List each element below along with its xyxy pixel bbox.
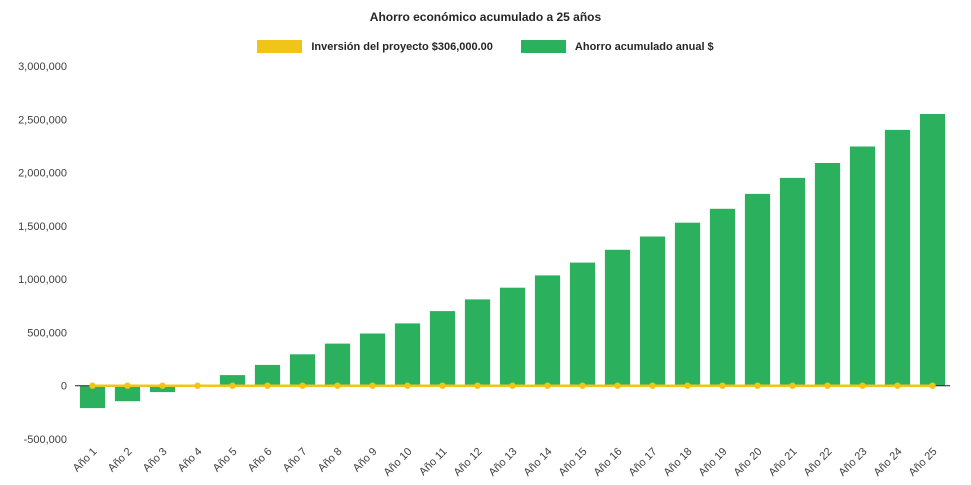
legend-swatch-inversion	[257, 40, 303, 53]
investment-line-marker	[89, 382, 96, 389]
investment-line-marker	[719, 382, 726, 389]
legend-item-inversion: Inversión del proyecto $306,000.00	[257, 40, 493, 53]
x-tick-label: Año 21	[766, 446, 799, 479]
bar-año-7	[289, 354, 316, 386]
investment-line-marker	[544, 382, 551, 389]
x-tick-label: Año 2	[106, 446, 135, 475]
investment-line-marker	[894, 382, 901, 389]
y-tick-label: 3,000,000	[18, 61, 67, 73]
bar-año-5	[219, 375, 246, 386]
legend: Inversión del proyecto $306,000.00 Ahorr…	[0, 40, 971, 53]
bar-año-17	[639, 236, 666, 386]
investment-line-marker	[579, 382, 586, 389]
investment-line-marker	[404, 382, 411, 389]
investment-line-marker	[614, 382, 621, 389]
investment-line-marker	[194, 382, 201, 389]
x-tick-label: Año 12	[451, 446, 484, 479]
investment-line-marker	[789, 382, 796, 389]
x-tick-label: Año 15	[556, 446, 589, 479]
bar-año-1	[79, 385, 106, 409]
bar-año-10	[394, 323, 421, 386]
investment-line-marker	[859, 382, 866, 389]
bar-año-15	[569, 262, 596, 386]
bar-año-8	[324, 343, 351, 386]
x-tick-label: Año 5	[211, 446, 240, 475]
bar-año-13	[499, 287, 526, 386]
investment-line-marker	[509, 382, 516, 389]
investment-line-marker	[684, 382, 691, 389]
bar-año-19	[709, 208, 736, 386]
y-tick-label: 1,000,000	[18, 274, 67, 286]
bar-año-11	[429, 311, 456, 386]
y-tick-label: -500,000	[24, 434, 67, 446]
legend-label-ahorro: Ahorro acumulado anual $	[574, 40, 714, 53]
bar-año-23	[849, 146, 876, 386]
x-tick-label: Año 22	[801, 446, 834, 479]
x-tick-label: Año 20	[731, 446, 764, 479]
legend-swatch-ahorro	[520, 40, 566, 53]
x-tick-label: Año 18	[661, 446, 694, 479]
legend-item-ahorro: Ahorro acumulado anual $	[520, 40, 714, 53]
investment-line-marker	[124, 382, 131, 389]
x-tick-label: Año 6	[246, 446, 275, 475]
investment-line-marker	[264, 382, 271, 389]
investment-line-marker	[299, 382, 306, 389]
bar-año-2	[114, 385, 141, 402]
investment-line-marker	[229, 382, 236, 389]
x-tick-label: Año 24	[871, 446, 904, 479]
bar-año-6	[254, 364, 281, 386]
x-tick-label: Año 14	[521, 446, 554, 479]
bar-año-25	[919, 114, 946, 386]
investment-line-marker	[439, 382, 446, 389]
y-tick-label: 1,500,000	[18, 221, 67, 233]
x-tick-label: Año 23	[836, 446, 869, 479]
bar-año-14	[534, 275, 561, 386]
chart-title: Ahorro económico acumulado a 25 años	[369, 10, 602, 24]
bar-año-20	[744, 193, 771, 386]
bar-año-24	[884, 129, 911, 386]
x-tick-label: Año 13	[486, 446, 519, 479]
investment-line-marker	[369, 382, 376, 389]
x-tick-label: Año 8	[316, 446, 345, 475]
x-tick-label: Año 9	[351, 446, 380, 475]
bar-año-12	[464, 299, 491, 386]
investment-line-marker	[929, 382, 936, 389]
y-tick-label: 0	[61, 381, 67, 393]
investment-line-marker	[824, 382, 831, 389]
y-tick-label: 2,500,000	[18, 114, 67, 126]
investment-line-marker	[474, 382, 481, 389]
x-tick-label: Año 4	[176, 446, 205, 475]
x-tick-label: Año 16	[591, 446, 624, 479]
x-tick-label: Año 3	[141, 446, 170, 475]
bar-año-3	[149, 385, 176, 393]
bar-año-18	[674, 222, 701, 386]
bar-año-22	[814, 163, 841, 386]
bar-año-9	[359, 333, 386, 386]
x-tick-label: Año 10	[381, 446, 414, 479]
x-tick-label: Año 19	[696, 446, 729, 479]
x-tick-label: Año 11	[417, 446, 450, 479]
legend-label-inversion: Inversión del proyecto $306,000.00	[311, 40, 493, 53]
y-tick-label: 2,000,000	[18, 168, 67, 180]
investment-line-marker	[649, 382, 656, 389]
x-tick-label: Año 17	[626, 446, 659, 479]
x-tick-label: Año 25	[906, 446, 939, 479]
investment-line-marker	[334, 382, 341, 389]
x-tick-label: Año 7	[281, 446, 310, 475]
y-tick-label: 500,000	[27, 327, 67, 339]
bar-año-16	[604, 249, 631, 386]
x-tick-label: Año 1	[71, 446, 100, 475]
investment-line-marker	[159, 382, 166, 389]
investment-line-marker	[754, 382, 761, 389]
bar-año-21	[779, 177, 806, 386]
